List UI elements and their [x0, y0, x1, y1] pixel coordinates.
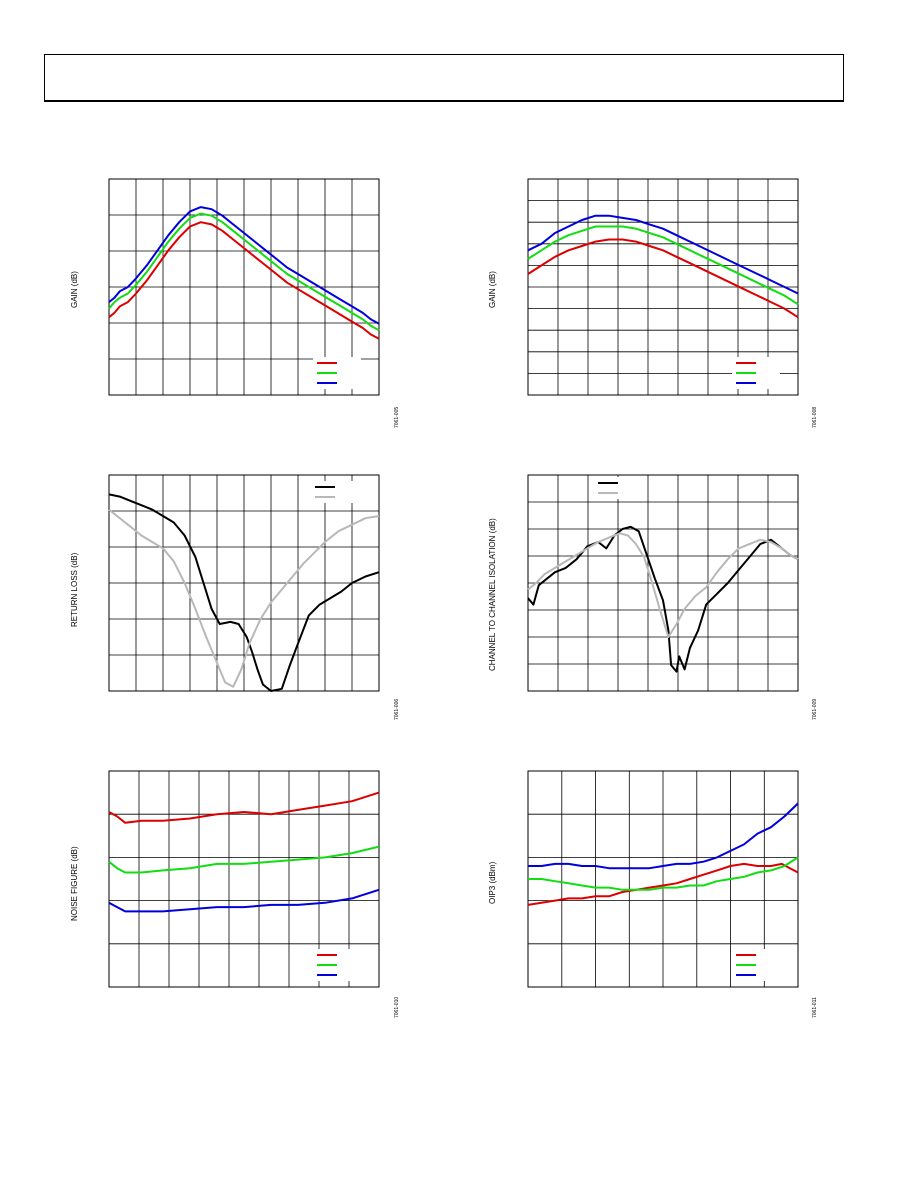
- chart-return-loss-ylabel: RETURN LOSS (dB): [70, 552, 79, 627]
- chart-gain-2-frame: [527, 178, 799, 396]
- chart-return-loss: [108, 474, 380, 692]
- chart-oip3-ylabel: OIP3 (dBm): [488, 861, 497, 904]
- chart-noise-figure-series-3-line: [108, 888, 380, 913]
- chart-isolation-series-2-line: [527, 532, 799, 638]
- chart-gain-1-plot: [108, 178, 380, 396]
- chart-gain-2-series-1-line: [527, 238, 799, 319]
- chart-gain-1: [108, 178, 380, 396]
- chart-isolation-plot: [527, 474, 799, 692]
- chart-gain-2-series-2-line: [527, 225, 799, 306]
- chart-return-loss-frame: [108, 474, 380, 692]
- chart-gain-1-frame: [108, 178, 380, 396]
- chart-gain-2-figure-id: 7061-008: [812, 406, 818, 428]
- chart-isolation: [527, 474, 799, 692]
- chart-isolation-series-1-line: [527, 525, 799, 673]
- chart-oip3-figure-id: 7061-011: [812, 997, 818, 1018]
- chart-isolation-ylabel: CHANNEL TO CHANNEL ISOLATION (dB): [488, 518, 497, 671]
- chart-oip3-series-1-line: [527, 862, 799, 906]
- chart-isolation-frame: [527, 474, 799, 692]
- chart-isolation-figure-id: 7061-009: [812, 698, 818, 720]
- chart-noise-figure-figure-id: 7061-010: [394, 996, 400, 1018]
- chart-gain-2: [527, 178, 799, 396]
- chart-gain-1-figure-id: 7061-005: [394, 406, 400, 428]
- chart-gain-1-series-2-line: [108, 212, 380, 332]
- chart-noise-figure-series-1-line: [108, 791, 380, 824]
- chart-return-loss-figure-id: 7061-006: [394, 698, 400, 720]
- chart-noise-figure-frame: [108, 770, 380, 988]
- chart-oip3: [527, 770, 799, 988]
- chart-return-loss-series-2-line: [108, 508, 380, 688]
- page-header-box: [44, 54, 844, 102]
- chart-isolation-legend-box: [594, 477, 642, 499]
- chart-gain-1-ylabel: GAIN (dB): [70, 271, 79, 308]
- chart-noise-figure-series-2-line: [108, 845, 380, 874]
- chart-oip3-series-2-line: [528, 856, 799, 891]
- chart-return-loss-legend-box: [311, 481, 359, 503]
- chart-gain-2-plot: [527, 178, 799, 396]
- chart-return-loss-plot: [108, 474, 380, 692]
- chart-oip3-plot: [527, 770, 799, 988]
- chart-oip3-series-3-line: [528, 802, 799, 870]
- chart-noise-figure: [108, 770, 380, 988]
- chart-return-loss-series-1-line: [108, 493, 380, 692]
- chart-noise-figure-ylabel: NOISE FIGURE (dB): [70, 846, 79, 921]
- chart-gain-1-series-1-line: [108, 221, 380, 340]
- chart-noise-figure-plot: [108, 770, 380, 988]
- chart-gain-2-series-3-line: [527, 214, 799, 295]
- chart-gain-1-series-3-line: [108, 206, 380, 325]
- chart-gain-2-ylabel: GAIN (dB): [488, 271, 497, 308]
